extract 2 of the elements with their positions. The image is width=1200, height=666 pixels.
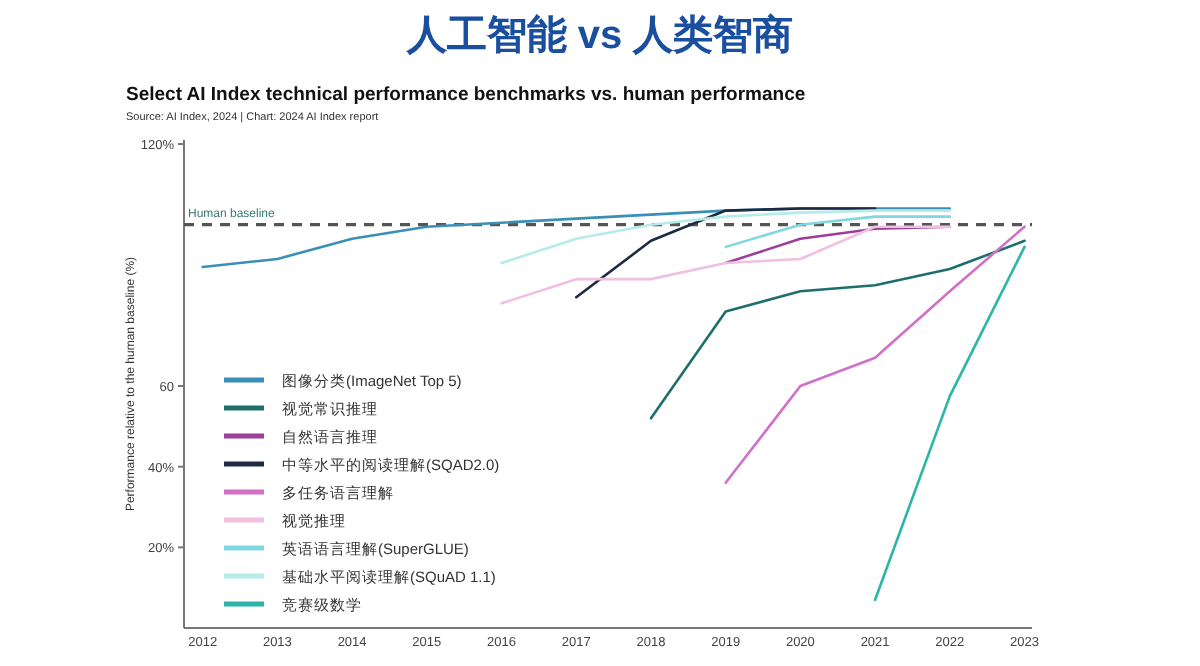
chart-title: 人工智能 vs 人类智商	[404, 12, 794, 58]
chart-subtitle: Select AI Index technical performance benchmarks vs. human performance	[126, 84, 806, 106]
